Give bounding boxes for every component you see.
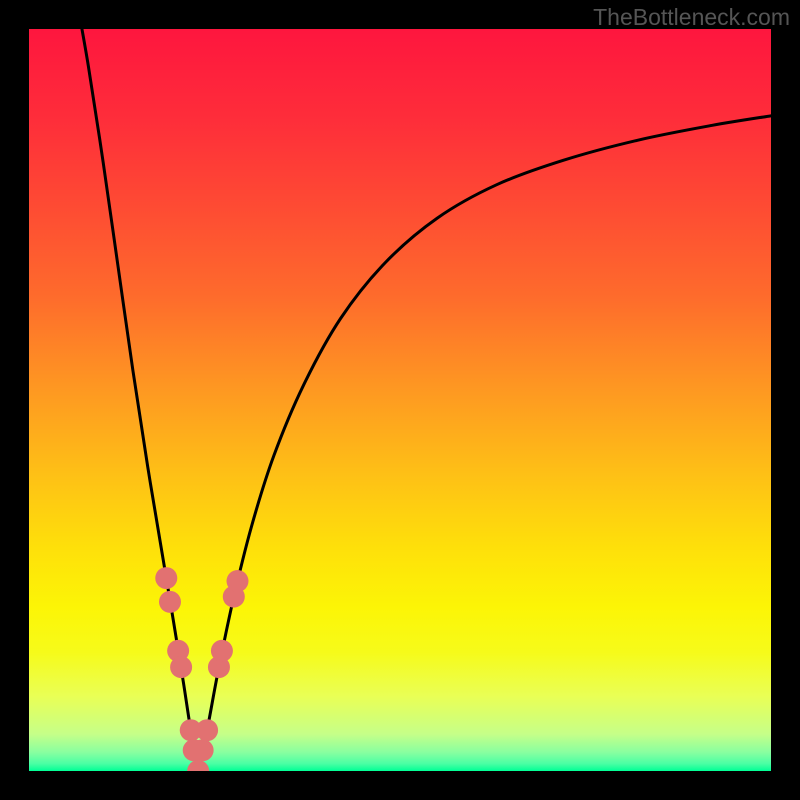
data-marker <box>211 640 233 662</box>
bottleneck-chart-svg <box>0 0 800 800</box>
data-marker <box>227 570 249 592</box>
data-marker <box>196 719 218 741</box>
data-marker <box>155 567 177 589</box>
data-marker <box>170 656 192 678</box>
watermark-text: TheBottleneck.com <box>593 4 790 31</box>
data-marker <box>159 591 181 613</box>
data-marker <box>192 739 214 761</box>
chart-root: TheBottleneck.com <box>0 0 800 800</box>
chart-plot-area <box>29 29 771 771</box>
